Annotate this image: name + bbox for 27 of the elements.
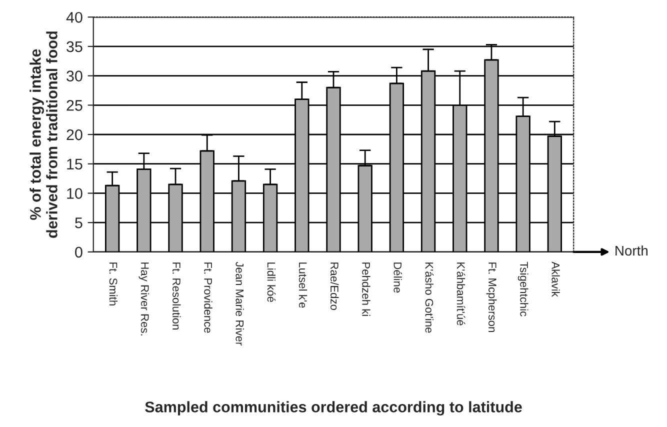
x-tick-label: Jean Marie River: [236, 262, 244, 346]
x-tick-label: Ft. Providence: [204, 262, 212, 333]
x-axis-title: Sampled communities ordered according to latitude: [145, 401, 522, 416]
x-tick-label: Déline: [394, 262, 402, 293]
x-tick-label: Ft. Smith: [109, 262, 118, 306]
text: North: [616, 245, 648, 256]
x-tick-label: Ft. Resolution: [172, 262, 181, 330]
y-tick-label: 5: [75, 218, 82, 228]
y-tick-label: 30: [66, 70, 82, 82]
y-tick-label: 15: [67, 158, 82, 170]
x-tick-label: Tsigehtchic: [518, 262, 528, 316]
x-tick-label: K'áhbamít'úé: [456, 262, 466, 326]
y-tick-label: 10: [67, 188, 82, 199]
y-tick-label: 25: [66, 100, 82, 111]
y-axis-title: % of total energy intake derived from traditional food: [30, 32, 58, 238]
x-tick-label: Ft. Mcpherson: [486, 262, 497, 332]
y-tick-label: 0: [75, 246, 82, 258]
x-tick-label: Aklavik: [552, 262, 560, 297]
x-tick-label: Lidli kóé: [267, 262, 276, 302]
y-tick-label: 20: [66, 129, 82, 140]
x-tick-label: Hay River Res.: [138, 262, 150, 336]
y-tick-label: 40: [66, 12, 82, 23]
x-tick-label: Rae/Edzo: [330, 262, 339, 310]
y-tick-label: 35: [66, 41, 82, 52]
x-tick-label: K'ásho Got'ine: [425, 262, 434, 333]
x-tick-label: Pehdzeh ki: [362, 262, 370, 316]
x-tick-label: Lutsel k'e: [298, 262, 308, 308]
